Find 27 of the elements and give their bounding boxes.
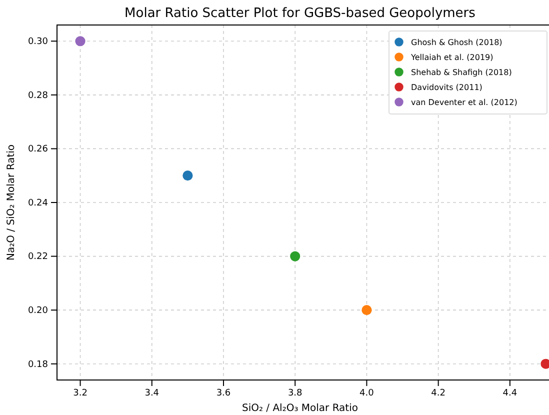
x-tick-label: 4.4 (502, 388, 518, 398)
x-tick-label: 4.0 (360, 388, 374, 398)
point (75, 36, 86, 46)
y-axis-title: Na₂O / SiO₂ Molar Ratio (6, 144, 17, 261)
legend-label: van Deventer et al. (2012) (411, 98, 518, 107)
chart-title: Molar Ratio Scatter Plot for GGBS-based Geopolymers (124, 6, 476, 21)
legend-label: Yellaiah et al. (2019) (410, 53, 494, 62)
x-axis-title: SiO₂ / Al₂O₃ Molar Ratio (242, 403, 358, 414)
y-tick-label: 0.20 (28, 306, 48, 316)
x-tick-label: 3.4 (144, 388, 160, 398)
legend-label: Shehab & Shafigh (2018) (411, 68, 512, 77)
legend-label: Davidovits (2011) (411, 83, 482, 92)
point (290, 251, 300, 262)
y-tick-label: 0.22 (28, 252, 48, 262)
y-tick-label: 0.26 (28, 144, 48, 155)
x-tick-label: 4.2 (431, 388, 446, 398)
point (362, 305, 372, 316)
y-tick-label: 0.18 (28, 360, 48, 370)
y-tick-label: 0.24 (28, 198, 48, 208)
x-tick-label: 3.2 (73, 388, 88, 398)
y-tick-label: 0.30 (28, 37, 48, 48)
legend-label: Ghosh & Ghosh (2018) (411, 38, 502, 47)
point (540, 358, 549, 369)
y-tick-label: 0.28 (28, 90, 48, 101)
x-tick-label: 3.8 (288, 388, 303, 398)
x-tick-label: 3.6 (216, 388, 231, 398)
point (182, 170, 193, 181)
